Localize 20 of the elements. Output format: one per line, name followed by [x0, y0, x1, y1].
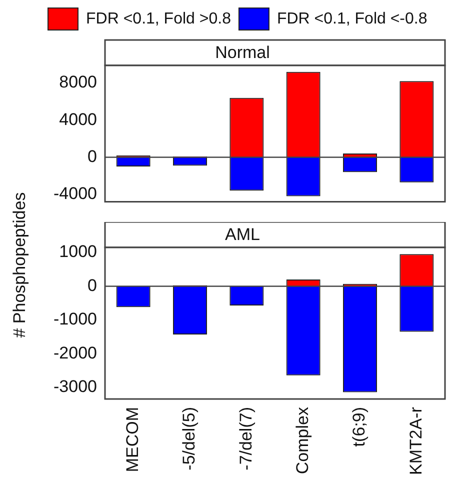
y-tick-label: -2000 — [54, 343, 97, 362]
y-tick-label: -3000 — [54, 377, 97, 396]
y-tick-label: 4000 — [59, 110, 97, 129]
y-axis-title: # Phosphopeptides — [10, 191, 30, 340]
x-tick-label: MECOM — [123, 407, 142, 472]
x-tick-label: Complex — [293, 406, 312, 474]
chart-title: AML — [225, 224, 260, 244]
legend-label: FDR <0.1, Fold >0.8 — [86, 10, 232, 28]
legend-label: FDR <0.1, Fold <-0.8 — [276, 10, 428, 28]
y-tick-label: -1000 — [54, 310, 97, 329]
chart-title: Normal — [215, 42, 270, 62]
x-tick-label: KMT2A-r — [406, 406, 426, 475]
y-tick-label: -4000 — [54, 184, 97, 204]
y-tick-label: 0 — [88, 276, 97, 295]
x-tick-label: t(6;9) — [350, 407, 369, 447]
x-tick-label: -5/del(5) — [180, 407, 199, 470]
y-tick-label: 0 — [88, 146, 97, 166]
x-tick-label: -7/del(7) — [236, 407, 256, 470]
y-tick-label: 8000 — [59, 72, 97, 92]
y-tick-label: 1000 — [59, 242, 97, 262]
